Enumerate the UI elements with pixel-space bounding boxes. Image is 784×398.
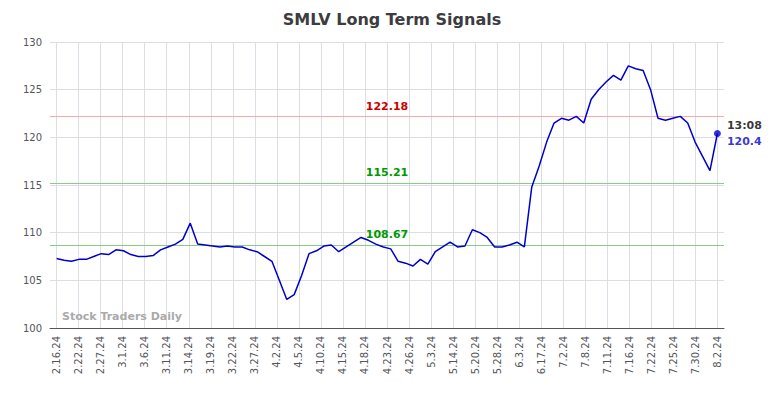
svg-text:Stock Traders Daily: Stock Traders Daily: [62, 310, 182, 323]
svg-text:5.20.24: 5.20.24: [470, 336, 481, 374]
svg-text:4.2.24: 4.2.24: [271, 336, 282, 368]
svg-text:120: 120: [23, 132, 42, 143]
svg-text:4.23.24: 4.23.24: [382, 336, 393, 374]
svg-text:7.2.24: 7.2.24: [558, 336, 569, 368]
svg-text:115: 115: [23, 180, 42, 191]
svg-text:2.16.24: 2.16.24: [51, 336, 62, 374]
svg-text:7.22.24: 7.22.24: [646, 336, 657, 374]
svg-text:4.10.24: 4.10.24: [315, 336, 326, 374]
svg-text:4.15.24: 4.15.24: [337, 336, 348, 374]
svg-text:7.25.24: 7.25.24: [668, 336, 679, 374]
svg-text:8.2.24: 8.2.24: [712, 336, 723, 368]
svg-text:3.19.24: 3.19.24: [205, 336, 216, 374]
svg-text:108.67: 108.67: [366, 228, 408, 241]
svg-text:115.21: 115.21: [366, 166, 408, 179]
svg-text:6.3.24: 6.3.24: [514, 336, 525, 368]
svg-text:125: 125: [23, 84, 42, 95]
svg-text:122.18: 122.18: [366, 100, 408, 113]
svg-text:105: 105: [23, 275, 42, 286]
svg-text:7.8.24: 7.8.24: [580, 336, 591, 368]
svg-text:130: 130: [23, 37, 42, 48]
svg-text:4.18.24: 4.18.24: [359, 336, 370, 374]
svg-text:120.4: 120.4: [727, 135, 762, 148]
svg-text:2.27.24: 2.27.24: [95, 336, 106, 374]
svg-text:3.6.24: 3.6.24: [139, 336, 150, 368]
svg-text:5.3.24: 5.3.24: [426, 336, 437, 368]
svg-text:4.5.24: 4.5.24: [293, 336, 304, 368]
svg-text:7.30.24: 7.30.24: [690, 336, 701, 374]
svg-text:3.14.24: 3.14.24: [183, 336, 194, 374]
svg-text:2.22.24: 2.22.24: [73, 336, 84, 374]
svg-text:3.1.24: 3.1.24: [117, 336, 128, 368]
svg-text:7.16.24: 7.16.24: [624, 336, 635, 374]
svg-text:3.11.24: 3.11.24: [161, 336, 172, 374]
svg-text:6.17.24: 6.17.24: [536, 336, 547, 374]
svg-text:13:08: 13:08: [727, 119, 762, 132]
svg-text:110: 110: [23, 227, 42, 238]
svg-text:SMLV Long Term Signals: SMLV Long Term Signals: [283, 10, 501, 29]
svg-text:4.26.24: 4.26.24: [404, 336, 415, 374]
svg-text:5.28.24: 5.28.24: [492, 336, 503, 374]
svg-text:5.14.24: 5.14.24: [448, 336, 459, 374]
svg-text:100: 100: [23, 323, 42, 334]
svg-text:3.27.24: 3.27.24: [249, 336, 260, 374]
svg-text:7.11.24: 7.11.24: [602, 336, 613, 374]
svg-text:3.22.24: 3.22.24: [227, 336, 238, 374]
